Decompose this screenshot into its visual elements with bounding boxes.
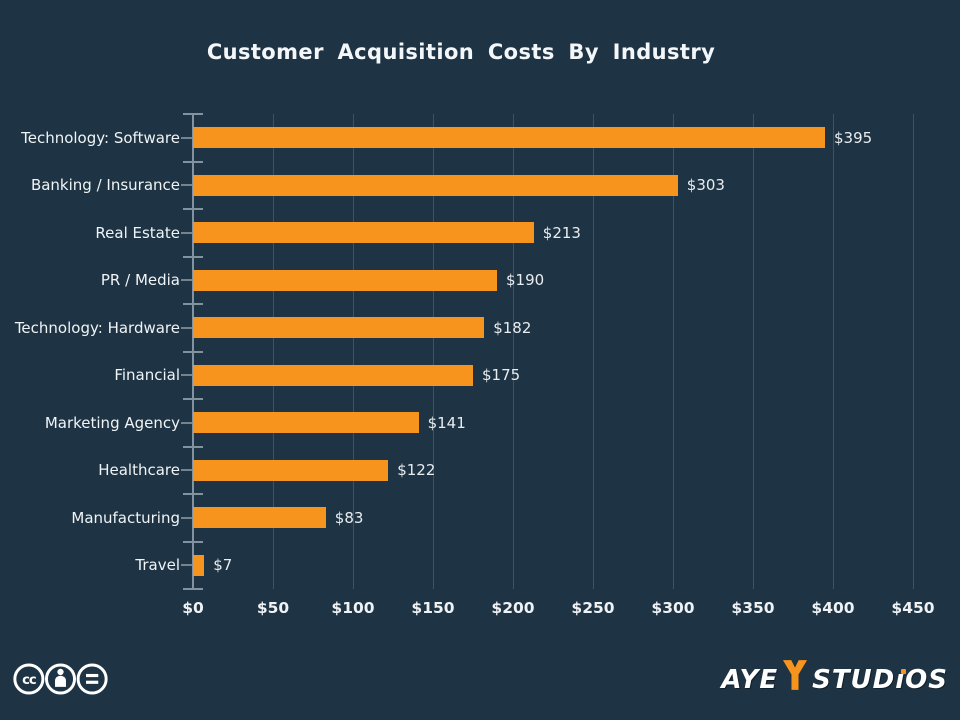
x-tick-label: $250 — [571, 599, 615, 617]
bar — [193, 507, 326, 529]
x-tick-label: $300 — [651, 599, 695, 617]
logo-text-prefix: AYE — [721, 665, 779, 695]
logo-i-dot — [901, 669, 907, 674]
cc-by-icon — [45, 663, 76, 695]
cc-license-badge: cc — [13, 663, 108, 695]
bar-value-label: $7 — [213, 556, 233, 575]
axis-minor-tick — [181, 469, 193, 472]
cc-icon: cc — [13, 663, 45, 695]
x-tick-label: $400 — [811, 599, 855, 617]
category-label: Financial — [114, 366, 180, 385]
axis-minor-tick — [181, 279, 193, 282]
axis-tick — [183, 255, 203, 258]
axis-tick — [183, 398, 203, 400]
axis-minor-tick — [181, 516, 193, 519]
bar-value-label: $141 — [427, 413, 466, 432]
x-tick-label: $450 — [891, 599, 935, 617]
category-label: Technology: Software — [21, 128, 180, 147]
axis-tick — [183, 445, 203, 448]
category-label: PR / Media — [100, 271, 180, 290]
gridline — [353, 114, 354, 589]
bar-value-label: $122 — [397, 461, 436, 480]
bar — [193, 459, 389, 481]
bar — [193, 222, 534, 244]
axis-minor-tick — [181, 374, 193, 377]
bar — [193, 412, 419, 434]
gridline — [913, 114, 914, 589]
axis-tick — [183, 113, 203, 115]
axis-tick — [183, 303, 203, 305]
x-tick-label: $350 — [731, 599, 775, 617]
axis-minor-tick — [181, 231, 193, 234]
axis-tick — [183, 160, 203, 163]
gridline — [433, 114, 434, 589]
bar-value-label: $395 — [834, 128, 873, 147]
axis-tick — [183, 493, 203, 495]
axis-minor-tick — [181, 564, 193, 567]
axis-minor-tick — [181, 326, 193, 329]
footer: cc AYE STUDı OS — [0, 650, 960, 720]
brand-logo: AYE STUDı OS — [721, 658, 948, 702]
axis-tick — [183, 350, 203, 353]
axis-minor-tick — [181, 136, 193, 139]
gridline — [673, 114, 674, 589]
svg-text:cc: cc — [22, 673, 36, 688]
x-tick-label: $150 — [411, 599, 455, 617]
axis-minor-tick — [181, 421, 193, 424]
gridline — [273, 114, 274, 589]
bar-value-label: $190 — [506, 271, 545, 290]
axis-tick — [183, 588, 203, 590]
category-label: Banking / Insurance — [30, 176, 180, 195]
bar — [193, 127, 825, 149]
bar-value-label: $83 — [334, 508, 364, 527]
bar — [193, 174, 678, 196]
axis-minor-tick — [181, 184, 193, 187]
bar-value-label: $303 — [686, 176, 725, 195]
bar — [193, 554, 205, 576]
category-label: Technology: Hardware — [14, 318, 180, 337]
bar — [193, 269, 497, 291]
logo-letter-i: ı — [895, 665, 907, 695]
x-tick-label: $100 — [331, 599, 375, 617]
bar — [193, 317, 485, 339]
cc-nd-icon — [76, 663, 108, 695]
gridline — [513, 114, 514, 589]
chart-title: Customer Acquisition Costs By Industry — [206, 40, 716, 64]
bar-value-label: $175 — [482, 366, 521, 385]
bar-chart: $0 $50 $100 $150 $200 $250 $300 $350 $400 $450 $39… — [14, 113, 935, 617]
x-tick-label: $200 — [491, 599, 535, 617]
bar-value-label: $213 — [542, 223, 581, 242]
axis-tick — [183, 540, 203, 543]
category-label: Healthcare — [98, 461, 180, 480]
logo-y-icon — [783, 660, 808, 690]
x-tick-label: $0 — [182, 599, 204, 617]
bar — [193, 364, 473, 386]
gridline — [593, 114, 594, 589]
category-label: Real Estate — [95, 223, 180, 242]
gridline — [833, 114, 834, 589]
bar-value-label: $182 — [493, 318, 532, 337]
category-label: Marketing Agency — [44, 413, 180, 432]
category-label: Travel — [135, 556, 180, 575]
x-tick-label: $50 — [256, 599, 290, 617]
logo-text-main: STUDı OS — [812, 665, 948, 695]
gridline — [753, 114, 754, 589]
axis-tick — [183, 208, 203, 210]
category-label: Manufacturing — [71, 508, 180, 527]
